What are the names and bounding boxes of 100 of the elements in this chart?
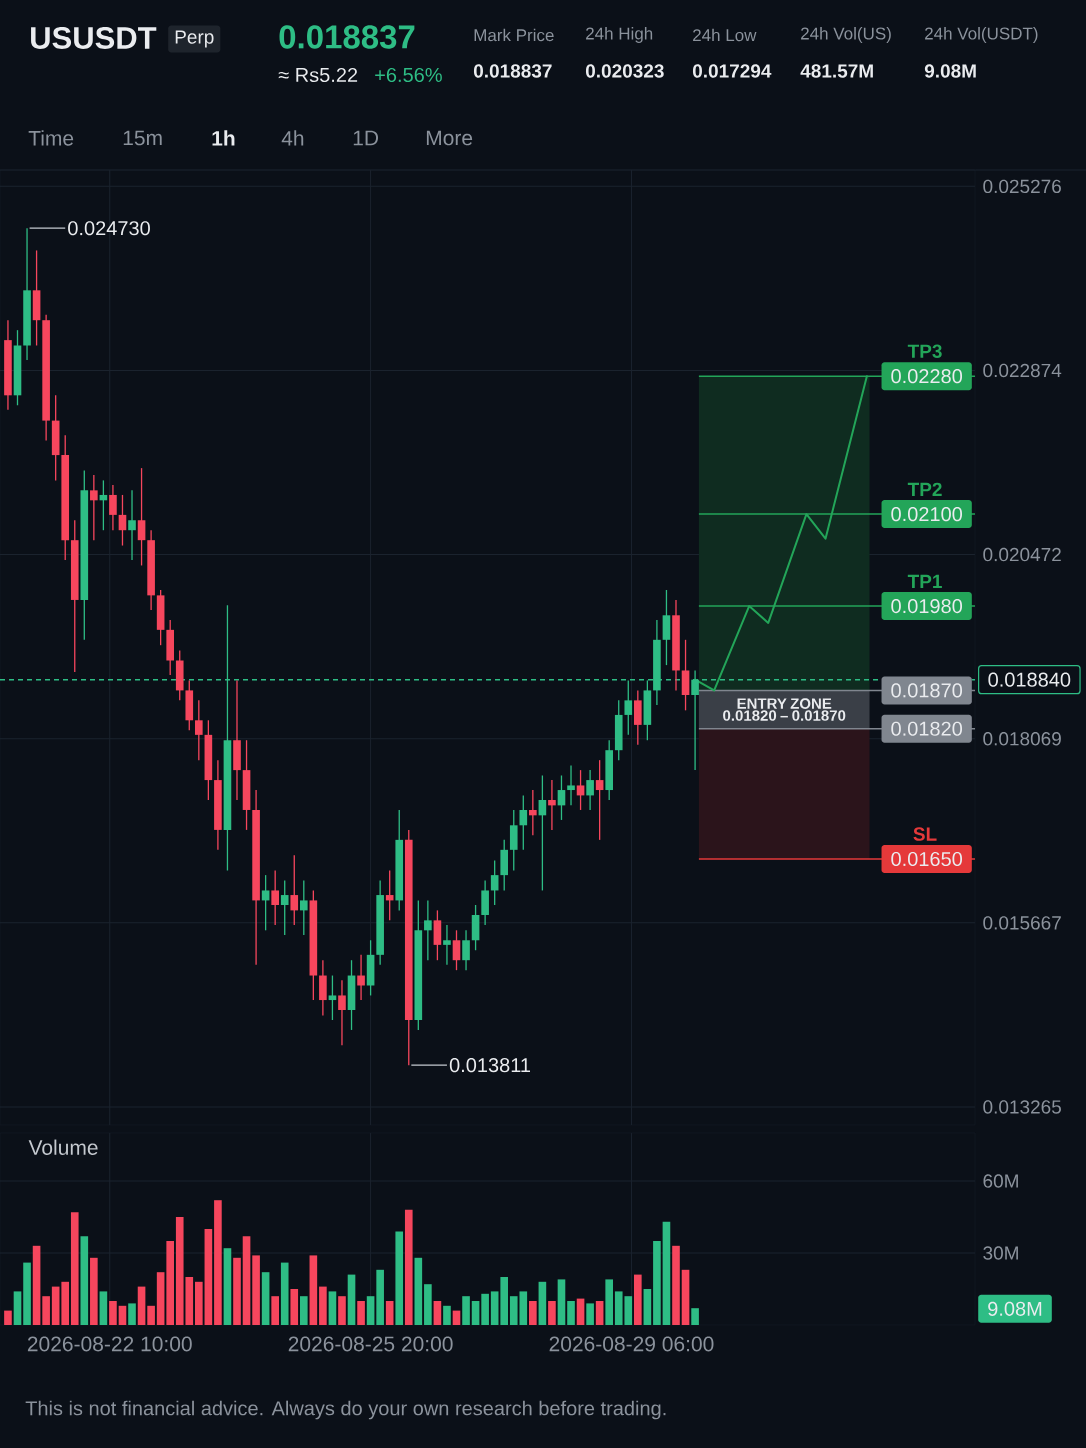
bar [605,1279,614,1325]
text: 9.08M [924,64,976,78]
text: USUSDT [31,27,157,49]
bar [261,1272,270,1325]
y-tick-label: 60M [983,1174,1018,1188]
bar [500,1277,509,1325]
bar [80,1236,89,1325]
annotation: 0.024730 [68,221,150,236]
bar [471,1301,480,1325]
bar [538,1281,547,1325]
bar [490,1291,499,1325]
candlestick [328,974,337,1021]
bar [404,1209,413,1325]
text: 0.018837 [473,64,552,78]
ref-line-label: TP3 [907,344,942,358]
annotation: 0.02280 [891,369,963,384]
bar [691,1308,699,1325]
band-label: ENTRY ZONE 0.01820 – 0.01870 [723,698,846,721]
candlestick [137,467,146,567]
bar [109,1301,117,1325]
bar [42,1296,50,1325]
candlestick [567,764,575,807]
candlestick [385,869,394,921]
bar [529,1301,537,1325]
candlestick [109,484,117,531]
bar [357,1301,365,1325]
bar [319,1286,327,1325]
candlestick [357,954,365,1001]
y-tick-label: 30M [983,1246,1018,1260]
candlestick [624,679,633,736]
text: 0.018837 [279,25,415,49]
bar [662,1221,671,1325]
bar [433,1301,442,1325]
bar [233,1257,241,1325]
text: Perp [175,30,214,48]
bar [481,1293,489,1325]
annotation: 0.01870 [891,683,963,698]
candlestick [452,929,461,971]
candlestick [271,869,279,926]
text: ≈ Rs5.22 [278,67,358,83]
bar [280,1262,289,1325]
bar [557,1279,566,1325]
x-tick-label: 2026-08-22 10:00 [27,1336,192,1352]
candlestick [538,774,547,892]
candlestick [490,859,499,906]
text: 24h High [586,27,653,43]
bar [13,1291,22,1325]
candlestick [529,789,537,836]
text: This is not financial advice. Always do your own research before trading. [25,1400,666,1420]
x-tick-label: 2026-08-25 20:00 [288,1336,453,1352]
bar [414,1257,423,1325]
candlestick [557,774,566,821]
bar [70,1212,79,1325]
text: 481.57M [800,64,873,78]
candlestick [586,769,594,811]
text: 4h [281,130,304,146]
text: 24h Vol(USDT) [925,27,1038,43]
text: 0.020323 [585,64,664,78]
bar [118,1305,127,1325]
bar [90,1257,98,1325]
x-tick-label: 2026-08-29 06:00 [549,1336,714,1352]
bar [634,1274,642,1325]
candlestick [280,879,289,936]
bar [309,1255,318,1325]
text: 9.08M [988,1301,1042,1316]
bar [23,1262,31,1325]
annotation: 0.01820 [891,721,963,736]
bar [242,1236,251,1325]
candlestick [443,924,451,966]
y-tick-label: 0.025276 [983,179,1061,194]
text: 24h Low [693,28,757,42]
candlestick [118,494,127,547]
candlestick [462,929,470,971]
bar [653,1241,661,1325]
bar [137,1286,146,1325]
y-tick-label: 0.022874 [983,363,1062,378]
bar [338,1296,346,1325]
bar [376,1269,384,1325]
text: Mark Price [474,28,554,42]
bar [462,1296,470,1325]
bar [252,1255,260,1325]
candlestick [261,874,270,931]
y-tick-label: 0.013265 [983,1100,1061,1114]
annotation: 0.013811 [449,1058,530,1073]
candlestick [338,979,346,1046]
text: +6.56% [375,67,442,83]
annotation: 0.02100 [891,507,963,522]
bar [128,1303,136,1325]
bar [567,1301,575,1325]
bar [195,1281,203,1325]
candlestick [576,769,585,811]
annotation: 0.01980 [891,599,963,614]
text: 15m [123,130,162,146]
bar [548,1301,556,1325]
candlestick [299,879,308,936]
candlestick [195,699,203,761]
text: 1h [212,130,235,146]
candlestick [290,854,299,926]
bar [204,1229,213,1325]
bar [214,1200,222,1325]
